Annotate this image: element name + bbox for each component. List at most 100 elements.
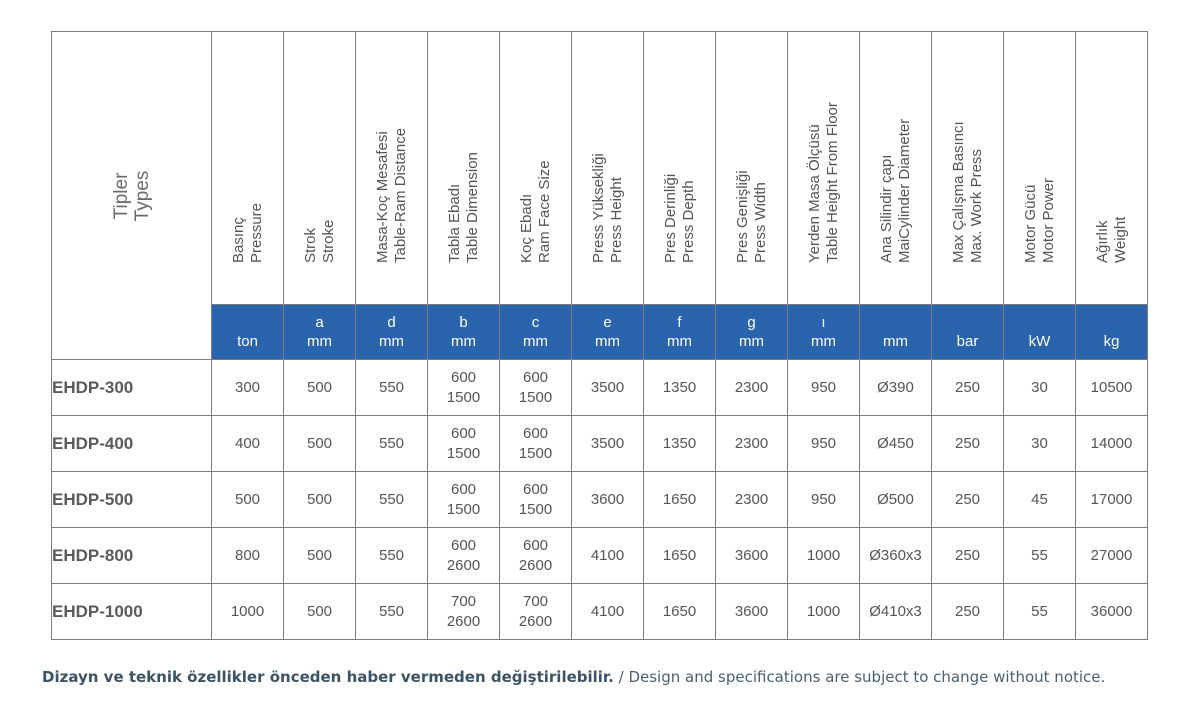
unit-symbol: [932, 313, 1003, 332]
column-header: Motor Gücü Motor Power: [1003, 31, 1076, 305]
value-cell: 550: [355, 359, 428, 416]
value-cell: 27000: [1075, 527, 1148, 584]
unit-label: kg: [1103, 333, 1120, 350]
value-line: 600: [450, 424, 477, 442]
value-cell: 1350: [643, 415, 716, 472]
unit-cell: f mm: [643, 304, 716, 360]
value-cell: 14000: [1075, 415, 1148, 472]
unit-label: mm: [307, 333, 332, 350]
table-row: EHDP-800 800 500 550 600 2600 600 2600 4100 1650 3…: [51, 527, 1148, 584]
column-header-en: Press Depth: [679, 180, 697, 263]
unit-symbol: [212, 313, 283, 332]
column-header: Ağırlık Weight: [1075, 31, 1148, 305]
column-header-tr: Koç Ebadı: [517, 193, 535, 263]
value-line: 2600: [446, 556, 481, 574]
model-name: EHDP-500: [51, 471, 212, 528]
value-line: 700: [522, 592, 549, 610]
unit-symbol: b: [459, 314, 468, 331]
column-header-en: Max. Work Press: [967, 149, 985, 263]
column-header-en: Weight: [1111, 216, 1129, 263]
value-cell: 550: [355, 415, 428, 472]
column-header-en: Table-Ram Distance: [391, 127, 409, 263]
value-cell: 10500: [1075, 359, 1148, 416]
column-header: Press Yüksekliği Press Height: [571, 31, 644, 305]
unit-symbol: [1076, 313, 1147, 332]
value-line: 600: [450, 536, 477, 554]
types-header: Tipler Types: [51, 31, 212, 360]
value-cell: 500: [211, 471, 284, 528]
unit-label: mm: [739, 333, 764, 350]
value-line: 1500: [446, 444, 481, 462]
column-header-tr: Masa-Koç Mesafesi: [373, 131, 391, 263]
unit-cell: bar: [931, 304, 1004, 360]
value-cell: Ø390: [859, 359, 932, 416]
column-header-tr: Strok: [301, 227, 319, 263]
value-line: 1500: [446, 388, 481, 406]
value-cell: Ø500: [859, 471, 932, 528]
value-cell: 3500: [571, 415, 644, 472]
table-row: EHDP-1000 1000 500 550 700 2600 700 2600 4100 165…: [51, 583, 1148, 640]
value-cell: 4100: [571, 583, 644, 640]
disclaimer-en: / Design and specifications are subject …: [613, 668, 1106, 686]
value-cell: 600 2600: [499, 527, 572, 584]
unit-label: mm: [595, 333, 620, 350]
value-cell: 1000: [211, 583, 284, 640]
value-line: 600: [450, 368, 477, 386]
value-cell: 2300: [715, 415, 788, 472]
value-cell: 600 1500: [427, 415, 500, 472]
value-cell: 55: [1003, 527, 1076, 584]
column-header-tr: Pres Derinliği: [661, 173, 679, 263]
unit-label: mm: [523, 333, 548, 350]
table-row: EHDP-400 400 500 550 600 1500 600 1500 3500 1350 2…: [51, 415, 1148, 472]
unit-symbol: g: [747, 314, 756, 331]
value-cell: 250: [931, 583, 1004, 640]
value-cell: 600 1500: [499, 471, 572, 528]
value-cell: 600 1500: [427, 471, 500, 528]
value-cell: 1000: [787, 527, 860, 584]
value-line: 600: [522, 368, 549, 386]
value-line: 2600: [518, 556, 553, 574]
unit-label: mm: [883, 333, 908, 350]
unit-symbol: e: [603, 314, 612, 331]
model-name: EHDP-400: [51, 415, 212, 472]
unit-label: mm: [667, 333, 692, 350]
value-cell: 250: [931, 415, 1004, 472]
value-cell: 36000: [1075, 583, 1148, 640]
model-name: EHDP-1000: [51, 583, 212, 640]
column-header-tr: Pres Genişliği: [733, 170, 751, 263]
value-cell: 950: [787, 471, 860, 528]
column-header-tr: Tabla Ebadı: [445, 183, 463, 263]
column-header: Basınç Pressure: [211, 31, 284, 305]
unit-label: kW: [1028, 333, 1051, 350]
unit-cell: d mm: [355, 304, 428, 360]
column-header-en: Stroke: [319, 219, 337, 263]
value-line: 600: [522, 424, 549, 442]
unit-label: mm: [451, 333, 476, 350]
value-cell: Ø410x3: [859, 583, 932, 640]
unit-cell: kW: [1003, 304, 1076, 360]
unit-cell: mm: [859, 304, 932, 360]
value-cell: 4100: [571, 527, 644, 584]
header-row: Tipler Types Basınç Pressure Strok Stroke Ma…: [51, 31, 1148, 360]
value-cell: 500: [283, 527, 356, 584]
column-header: Yerden Masa Ölçüsü Table Height From Floo…: [787, 31, 860, 305]
value-cell: 600 2600: [427, 527, 500, 584]
column-header-tr: Press Yüksekliği: [589, 153, 607, 263]
value-cell: 45: [1003, 471, 1076, 528]
column-header-en: Table Height From Floor: [823, 102, 841, 263]
unit-cell: c mm: [499, 304, 572, 360]
value-line: 1500: [446, 500, 481, 518]
value-line: 2600: [518, 612, 553, 630]
value-cell: 17000: [1075, 471, 1148, 528]
column-header-en: Press Height: [607, 177, 625, 263]
value-cell: Ø450: [859, 415, 932, 472]
column-header-tr: Basınç: [229, 217, 247, 263]
model-name: EHDP-800: [51, 527, 212, 584]
value-cell: 2300: [715, 471, 788, 528]
disclaimer-note: Dizayn ve teknik özellikler önceden habe…: [42, 668, 1105, 686]
value-cell: 550: [355, 471, 428, 528]
unit-cell: e mm: [571, 304, 644, 360]
value-cell: Ø360x3: [859, 527, 932, 584]
unit-symbol: a: [315, 314, 324, 331]
value-cell: 30: [1003, 415, 1076, 472]
